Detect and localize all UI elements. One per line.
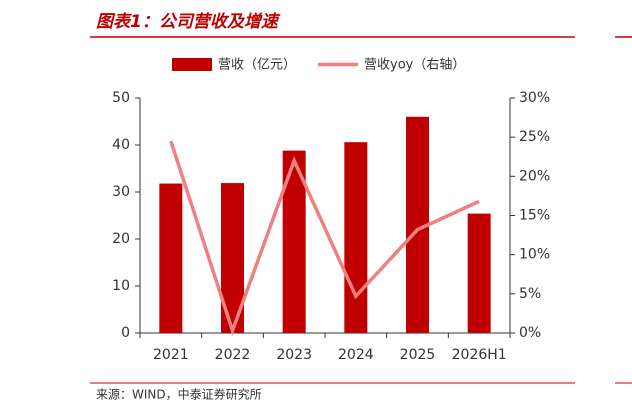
bar: [406, 116, 429, 333]
x-tick-label: 2026H1: [452, 347, 507, 363]
y-tick-label: 10: [112, 278, 130, 294]
bar: [344, 142, 368, 333]
y2-tick-label: 0%: [519, 325, 541, 341]
y2-tick-label: 20%: [519, 168, 550, 184]
y-tick-label: 0: [121, 325, 130, 341]
y-tick-label: 40: [112, 137, 130, 153]
source: 来源：WIND，中泰证券研究所: [96, 387, 262, 402]
x-tick-label: 2021: [153, 347, 189, 363]
x-tick-label: 2024: [338, 347, 374, 363]
bar: [221, 183, 244, 333]
y-tick-label: 30: [112, 184, 130, 200]
bar: [467, 213, 491, 333]
y2-tick-label: 30%: [519, 90, 550, 106]
y-tick-label: 20: [112, 231, 130, 247]
bar: [282, 150, 306, 333]
y2-tick-label: 10%: [519, 247, 550, 263]
legend-label: 营收（亿元）: [218, 58, 296, 73]
y2-tick-label: 15%: [519, 208, 550, 224]
x-tick-label: 2023: [276, 347, 312, 363]
line: [169, 140, 480, 337]
legend-label: 营收yoy（右轴）: [364, 58, 465, 73]
bar: [159, 183, 183, 333]
legend-swatch: [172, 58, 212, 71]
y2-tick-label: 25%: [519, 129, 550, 145]
chart-title: 图表1：公司营收及增速: [96, 12, 281, 32]
x-tick-label: 2025: [400, 347, 436, 363]
y-tick-label: 50: [112, 90, 130, 106]
x-tick-label: 2022: [215, 347, 251, 363]
y2-tick-label: 5%: [519, 286, 541, 302]
